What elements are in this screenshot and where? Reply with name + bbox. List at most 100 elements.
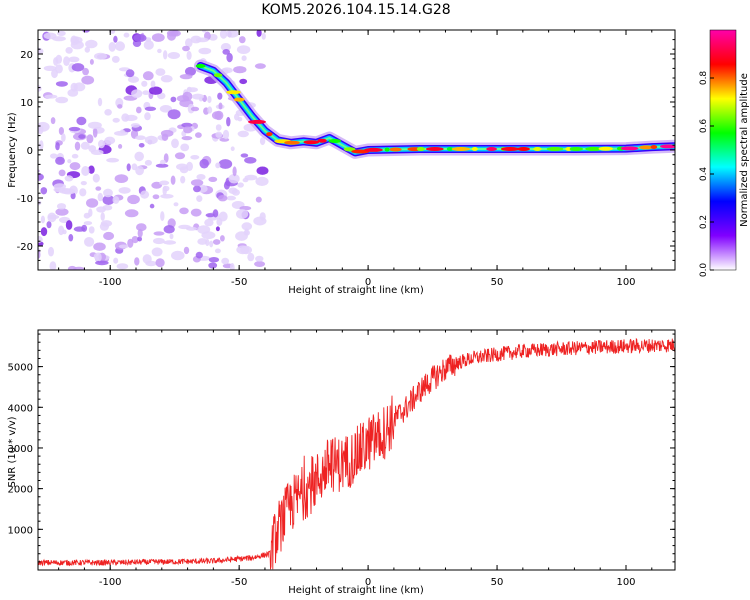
noise-blob bbox=[209, 240, 214, 248]
ridge-hotspot bbox=[451, 147, 470, 151]
noise-blob bbox=[166, 30, 179, 37]
noise-blob bbox=[201, 231, 216, 240]
noise-blob bbox=[131, 236, 139, 244]
noise-blob bbox=[125, 69, 135, 78]
x-tick-label: 0 bbox=[365, 577, 371, 588]
noise-blob bbox=[48, 246, 54, 257]
noise-blob bbox=[233, 66, 247, 74]
noise-blob bbox=[167, 52, 180, 59]
y-tick-label: 3000 bbox=[8, 444, 33, 455]
noise-blob bbox=[155, 163, 169, 168]
figure-title: KOM5.2026.104.15.14.G28 bbox=[261, 2, 450, 18]
spectrogram-x-ticks: -100 -50 0 50 100 bbox=[58, 30, 653, 288]
noise-blob bbox=[65, 47, 73, 54]
x-tick-label: -50 bbox=[231, 577, 247, 588]
snr-y-label: SNR (10 * v/v) bbox=[7, 416, 18, 487]
noise-blob bbox=[65, 220, 73, 230]
noise-blob bbox=[226, 52, 233, 63]
noise-blob bbox=[94, 52, 107, 60]
noise-blob bbox=[171, 138, 179, 149]
noise-blob bbox=[174, 152, 186, 160]
noise-blob bbox=[38, 125, 44, 135]
colorbar-ticks: 0.0 0.2 0.4 0.6 0.8 bbox=[699, 71, 714, 277]
snr-x-label: Height of straight line (km) bbox=[288, 585, 424, 596]
noise-blob bbox=[215, 162, 221, 169]
noise-blob bbox=[159, 105, 172, 113]
ridge-hotspot bbox=[471, 147, 478, 151]
noise-blob bbox=[153, 231, 165, 236]
noise-blob bbox=[100, 220, 113, 227]
x-tick-label: 0 bbox=[365, 277, 371, 288]
noise-blob bbox=[159, 180, 170, 186]
noise-blob bbox=[195, 37, 209, 43]
noise-blob bbox=[140, 190, 150, 199]
snr-frame bbox=[37, 329, 676, 571]
x-tick-label: 50 bbox=[491, 577, 504, 588]
noise-blob bbox=[55, 54, 63, 64]
noise-blob bbox=[212, 239, 221, 245]
noise-blob bbox=[67, 89, 79, 97]
ridge-hotspot bbox=[546, 147, 564, 151]
noise-blob bbox=[255, 176, 269, 186]
noise-blob bbox=[134, 257, 140, 266]
noise-blob bbox=[52, 36, 66, 42]
noise-blob bbox=[126, 163, 131, 172]
noise-blob bbox=[58, 127, 64, 135]
noise-blob bbox=[157, 48, 162, 54]
noise-blob bbox=[80, 181, 87, 186]
ridge-hotspot bbox=[446, 147, 453, 151]
noise-blob bbox=[123, 32, 130, 38]
noise-blob bbox=[229, 262, 235, 270]
noise-blob bbox=[207, 95, 212, 104]
noise-blob bbox=[153, 237, 165, 245]
noise-blob bbox=[55, 81, 68, 87]
noise-blob bbox=[142, 254, 152, 264]
noise-blob bbox=[55, 64, 63, 74]
noise-blob bbox=[86, 198, 99, 208]
noise-blob bbox=[261, 32, 266, 40]
noise-blob bbox=[170, 175, 176, 185]
noise-blob bbox=[127, 238, 134, 248]
noise-blob bbox=[114, 130, 128, 136]
noise-blob bbox=[55, 156, 65, 165]
ridge-hotspot bbox=[233, 97, 245, 102]
noise-blob bbox=[67, 159, 72, 164]
ridge-hotspot bbox=[389, 147, 402, 152]
noise-blob bbox=[111, 55, 120, 63]
noise-blob bbox=[58, 169, 66, 177]
noise-blob bbox=[220, 235, 225, 242]
noise-blob bbox=[38, 173, 44, 181]
noise-blob bbox=[247, 252, 255, 262]
noise-blob bbox=[236, 209, 249, 219]
noise-blob bbox=[47, 214, 60, 220]
noise-blob bbox=[254, 63, 266, 69]
noise-blob bbox=[163, 225, 175, 234]
noise-blob bbox=[256, 30, 262, 37]
noise-blob bbox=[71, 63, 85, 72]
noise-blob bbox=[150, 80, 156, 88]
noise-blob bbox=[185, 38, 193, 48]
noise-blob bbox=[124, 209, 139, 218]
noise-blob bbox=[141, 80, 148, 87]
noise-blob bbox=[142, 90, 150, 95]
noise-blob bbox=[220, 43, 231, 52]
noise-blob bbox=[84, 237, 95, 247]
noise-blob bbox=[160, 194, 174, 199]
noise-blob bbox=[241, 222, 253, 231]
noise-blob bbox=[67, 265, 77, 270]
colorbar-tick-label: 0.4 bbox=[699, 167, 709, 182]
noise-blob bbox=[97, 192, 104, 202]
noise-blob bbox=[190, 106, 200, 112]
noise-blob bbox=[163, 153, 169, 163]
noise-blob bbox=[78, 134, 86, 139]
noise-blob bbox=[88, 208, 93, 217]
noise-blob bbox=[74, 141, 81, 151]
y-tick-label: 20 bbox=[20, 50, 33, 61]
noise-blob bbox=[133, 34, 147, 42]
ridge-hotspot bbox=[195, 64, 206, 68]
y-tick-label: -20 bbox=[17, 242, 33, 253]
noise-blob bbox=[219, 30, 228, 39]
noise-blob bbox=[76, 116, 87, 126]
noise-blob bbox=[118, 144, 123, 149]
noise-blob bbox=[181, 136, 193, 141]
